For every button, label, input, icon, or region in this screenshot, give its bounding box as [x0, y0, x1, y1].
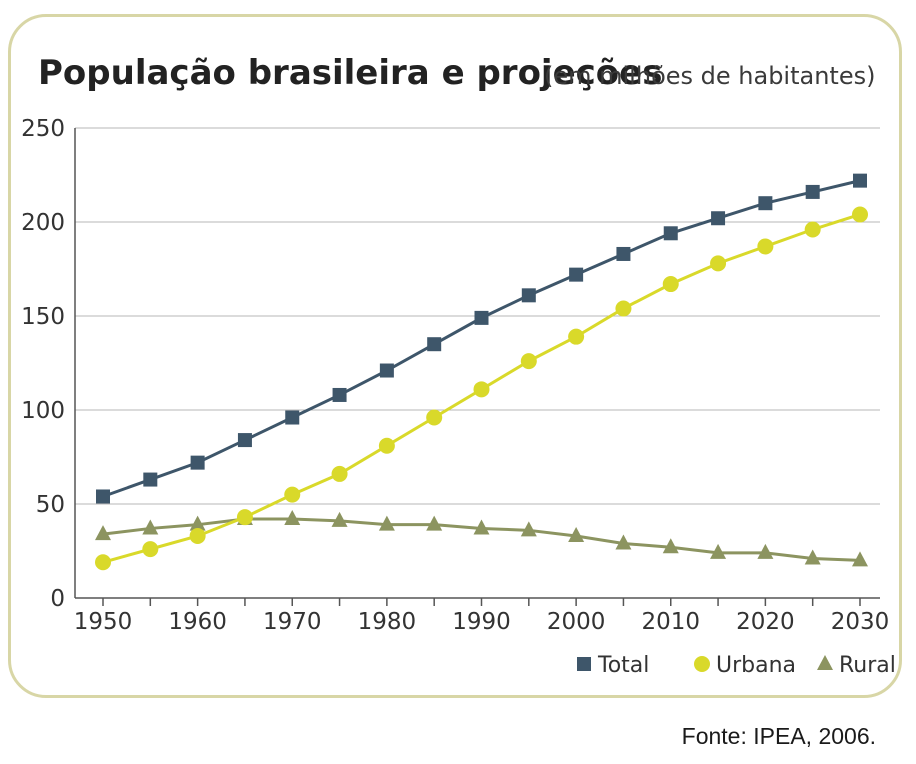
legend-marker-total [577, 657, 591, 671]
data-point-total [616, 246, 631, 261]
data-point-urbana [662, 276, 679, 293]
data-point-rural [142, 519, 159, 535]
data-point-total [569, 267, 584, 282]
x-tick-label: 2010 [641, 609, 700, 635]
x-tick-label: 1980 [358, 609, 417, 635]
data-point-rural [473, 519, 490, 535]
data-point-total [521, 288, 536, 303]
data-point-rural [615, 534, 632, 550]
data-point-total [143, 472, 158, 487]
data-point-urbana [520, 353, 537, 370]
chart-title: População brasileira e projeções [38, 53, 662, 93]
axes: 0 50 100 150 200 250 1950 1960 1970 1980 1990 2000 2… [21, 116, 889, 635]
legend-label-total: Total [597, 653, 649, 678]
data-point-urbana [473, 381, 490, 398]
data-point-total [332, 387, 347, 402]
x-tick-label: 1990 [452, 609, 511, 635]
data-point-urbana [236, 509, 253, 526]
data-point-urbana [757, 238, 774, 255]
data-point-urbana [284, 486, 301, 503]
data-point-urbana [378, 437, 395, 454]
data-point-rural [520, 521, 537, 537]
data-series [95, 173, 868, 571]
data-point-urbana [804, 221, 821, 238]
data-point-total [663, 226, 678, 241]
y-tick-label: 250 [21, 116, 65, 142]
y-tick-label: 0 [50, 586, 65, 612]
data-point-rural [568, 526, 585, 542]
data-point-urbana [426, 409, 443, 426]
x-tick-label: 1960 [168, 609, 227, 635]
data-point-rural [852, 551, 868, 567]
data-point-total [379, 363, 394, 378]
data-point-urbana [331, 465, 348, 482]
data-point-total [237, 433, 252, 448]
data-point-total [758, 196, 773, 211]
legend: Total Urbana Rural [577, 653, 896, 678]
data-point-total [711, 211, 726, 226]
data-point-total [474, 310, 489, 325]
data-point-rural [710, 543, 727, 559]
data-point-rural [189, 515, 206, 531]
y-tick-label: 200 [21, 210, 65, 236]
series-line-total [102, 179, 861, 498]
data-point-rural [757, 543, 774, 559]
data-point-total [285, 410, 300, 425]
data-point-urbana [95, 554, 111, 571]
x-tick-label: 1970 [263, 609, 322, 635]
chart-subtitle: (em milhões de habitantes) [544, 62, 875, 90]
data-point-rural [662, 538, 679, 554]
legend-label-urbana: Urbana [716, 653, 796, 678]
data-point-urbana [710, 255, 727, 272]
data-point-rural [331, 511, 348, 527]
source-note: Fonte: IPEA, 2006. [681, 723, 876, 749]
data-point-total [853, 173, 867, 188]
data-point-rural [378, 515, 395, 531]
data-point-total [96, 489, 110, 504]
data-point-urbana [852, 206, 868, 223]
x-tick-label: 1950 [74, 609, 133, 635]
data-point-total [427, 337, 442, 352]
legend-marker-rural [817, 655, 833, 670]
gridlines [75, 127, 880, 599]
data-point-rural [804, 549, 821, 565]
data-point-urbana [568, 328, 585, 345]
x-tick-label: 2000 [547, 609, 606, 635]
y-tick-label: 50 [36, 492, 65, 518]
legend-label-rural: Rural [839, 653, 896, 678]
data-point-total [190, 455, 205, 470]
data-point-rural [426, 515, 443, 531]
x-tick-label: 2020 [736, 609, 795, 635]
data-point-urbana [615, 300, 632, 317]
y-tick-label: 100 [21, 398, 65, 424]
legend-marker-urbana [694, 656, 710, 672]
data-point-rural [284, 510, 301, 526]
data-point-total [805, 184, 820, 199]
y-tick-label: 150 [21, 304, 65, 330]
x-tick-label: 2030 [831, 609, 890, 635]
data-point-urbana [142, 541, 159, 558]
data-point-rural [95, 525, 111, 541]
data-point-urbana [189, 527, 206, 544]
